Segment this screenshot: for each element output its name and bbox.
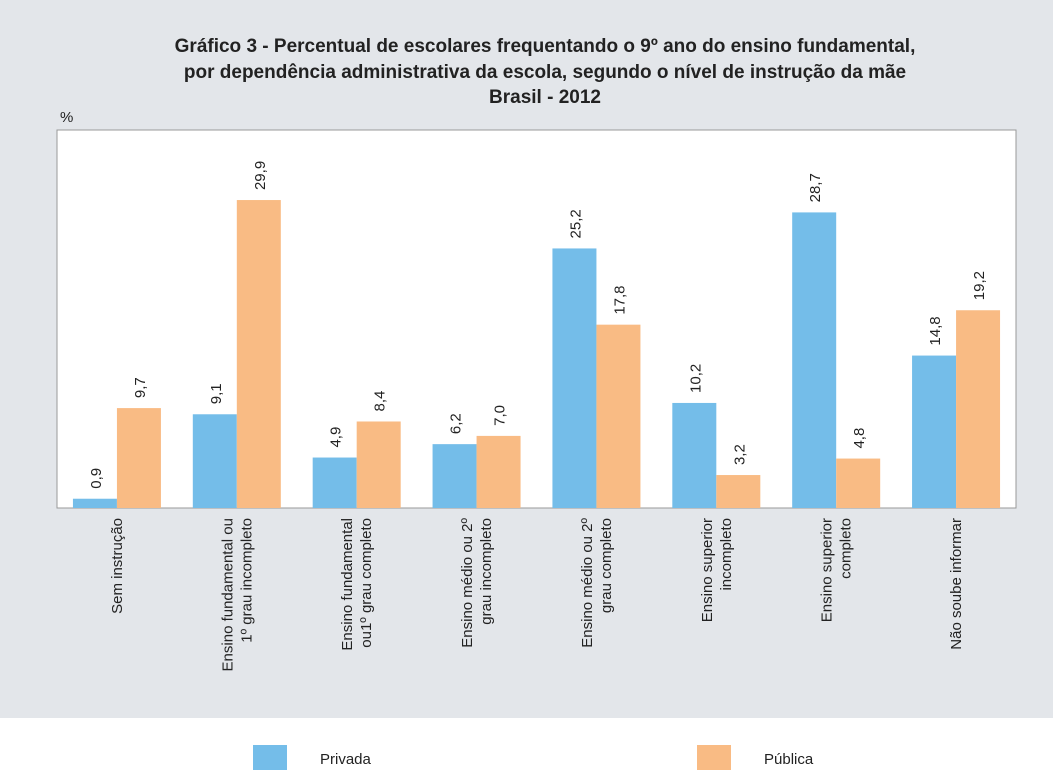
data-label: 0,9 — [88, 468, 105, 489]
bar — [792, 212, 837, 508]
bar — [476, 435, 521, 508]
bar — [312, 457, 357, 508]
bar — [596, 324, 641, 508]
data-label: 29,9 — [252, 161, 269, 190]
legend-swatch — [697, 745, 731, 770]
data-label: 19,2 — [971, 271, 988, 300]
bar — [672, 402, 717, 508]
legend-swatch — [253, 745, 287, 770]
x-tick-label: grau incompleto — [478, 518, 495, 625]
chart-title: Gráfico 3 - Percentual de escolares freq… — [175, 36, 916, 57]
x-tick-label: grau completo — [598, 518, 615, 613]
x-tick-label: Ensino superior — [699, 518, 716, 622]
data-label: 4,9 — [328, 427, 345, 448]
x-tick-label: 1º grau incompleto — [238, 518, 255, 643]
data-label: 4,8 — [851, 428, 868, 449]
legend-label: Privada — [320, 751, 372, 768]
bar — [72, 498, 117, 508]
data-label: 3,2 — [731, 444, 748, 465]
bar — [356, 421, 401, 508]
data-label: 17,8 — [611, 285, 628, 314]
x-tick-label: Não soube informar — [948, 518, 965, 650]
x-tick-label: Ensino superior — [819, 518, 836, 622]
x-tick-label: Sem instrução — [109, 518, 126, 614]
bar — [552, 248, 597, 508]
bar — [116, 408, 161, 508]
data-label: 7,0 — [492, 405, 509, 426]
x-tick-label: completo — [838, 518, 855, 579]
bar — [956, 310, 1001, 508]
bar — [192, 414, 237, 508]
bar — [236, 200, 281, 508]
legend-label: Pública — [764, 751, 814, 768]
x-tick-label: incompleto — [718, 518, 735, 591]
x-tick-label: Ensino fundamental ou — [219, 518, 236, 671]
bar — [716, 475, 761, 508]
bar — [912, 355, 957, 508]
y-axis-label: % — [60, 109, 73, 126]
data-label: 9,1 — [208, 383, 225, 404]
data-label: 6,2 — [448, 413, 465, 434]
bar — [836, 458, 881, 508]
data-label: 14,8 — [927, 316, 944, 345]
chart-title: por dependência administrativa da escola… — [184, 62, 906, 83]
data-label: 10,2 — [687, 364, 704, 393]
x-tick-label: Ensino médio ou 2º — [459, 517, 476, 647]
x-tick-label: Ensino fundamental — [339, 518, 356, 651]
data-label: 8,4 — [372, 391, 389, 412]
x-tick-label: ou1º grau completo — [358, 518, 375, 648]
data-label: 9,7 — [132, 377, 149, 398]
data-label: 28,7 — [807, 173, 824, 202]
x-tick-label: Ensino médio ou 2º — [579, 517, 596, 647]
data-label: 25,2 — [567, 209, 584, 238]
chart-subtitle: Brasil - 2012 — [489, 87, 601, 108]
bar — [432, 444, 477, 508]
